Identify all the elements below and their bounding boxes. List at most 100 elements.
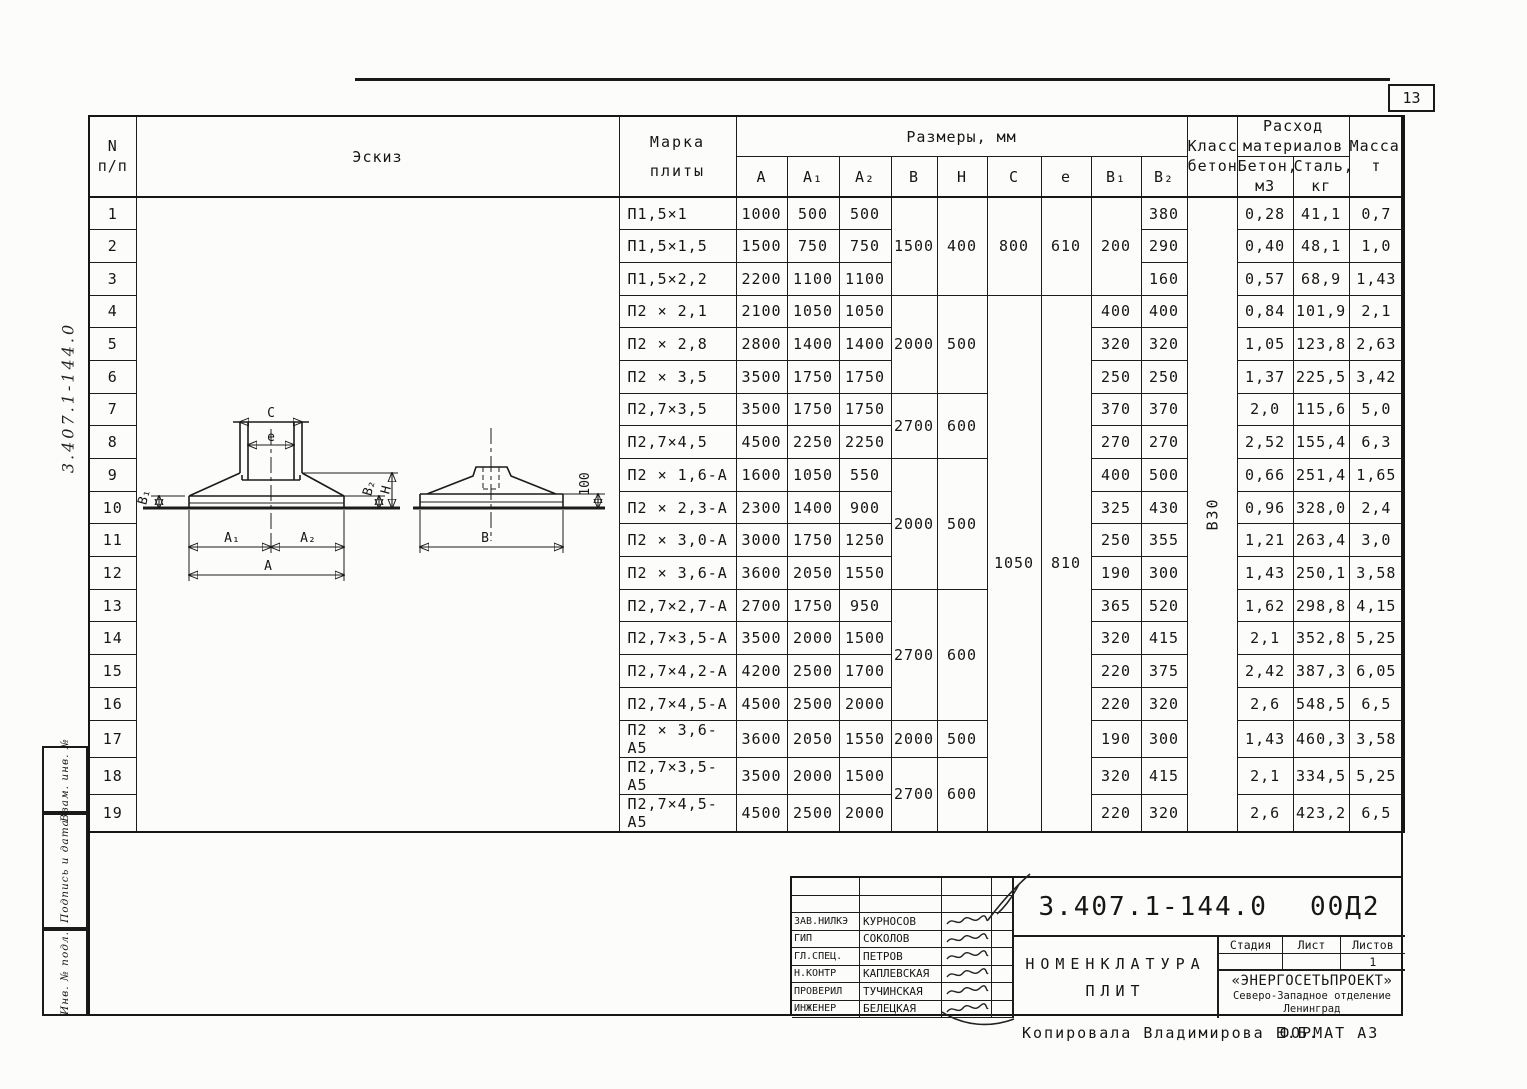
stage-sheet-section: Стадия Лист Листов 1 «ЭНЕРГОСЕТЬПРОЕКТ» … (1217, 937, 1405, 1018)
table-row: 12 П2 × 3,6-А 3600 2050 1550 190 300 1,43 250,1 3… (88, 556, 1405, 590)
margin-box-vzam-label: Взам. инв. № (59, 737, 71, 822)
table-cell: 5,25 (1348, 621, 1405, 656)
table-cell: 0,7 (1348, 196, 1405, 231)
table-cell: 220 (1090, 793, 1142, 832)
signature-date-cell (992, 966, 1012, 983)
table-cell: 1050 (786, 294, 840, 329)
signature-scribble-cell (942, 965, 992, 983)
table-cell: 1500 (838, 621, 892, 656)
table-row: 1 П1,5×1 1000 500 500 1500 400 800 610 200 380 В30 0… (88, 196, 1405, 832)
document-title-box: НОМЕНКЛАТУРА ПЛИТ (1012, 937, 1217, 1018)
signatory-role: Н.контр (792, 965, 860, 983)
row-number: 9 (88, 458, 137, 492)
table-row: 11 П2 × 3,0-А 3000 1750 1250 250 355 1,21 263,4 3… (88, 523, 1405, 558)
table-cell: 1,43 (1236, 556, 1294, 590)
table-cell: 1500 (735, 229, 788, 263)
signature-date-cell (992, 931, 1012, 948)
table-cell: 220 (1090, 654, 1142, 688)
table-cell: 1,65 (1348, 458, 1405, 492)
signature-scribble-cell (942, 930, 992, 948)
table-row: 10 П2 × 2,3-А 2300 1400 900 325 430 0,96 328,0 2,… (88, 490, 1405, 525)
signatory-name: Тучинская (860, 983, 942, 1001)
table-cell: 155,4 (1292, 425, 1350, 459)
document-title-line1: НОМЕНКЛАТУРА (1025, 955, 1206, 973)
table-cell: 6,5 (1348, 686, 1405, 721)
margin-box-vzam: Взам. инв. № (42, 738, 88, 821)
margin-box-podpis: Подпись и дата (42, 813, 88, 929)
table-row: 7 П2,7×3,5 3500 1750 1750 2700 600 370 370 2,0 115… (88, 392, 1405, 460)
table-cell: 423,2 (1292, 793, 1350, 832)
sketch-cell (135, 196, 620, 832)
organization-city: Ленинград (1283, 1003, 1341, 1016)
table-cell: 290 (1140, 229, 1188, 263)
table-cell: 0,28 (1236, 196, 1294, 231)
header-consumption-line1: Расход (1263, 117, 1324, 135)
table-cell: 2800 (735, 327, 788, 361)
organization-box: «ЭНЕРГОСЕТЬПРОЕКТ» Северо-Западное отдел… (1219, 970, 1405, 1018)
format-note: ФОРМАТ А3 (1280, 1024, 1380, 1042)
label-A2: А₂ (300, 531, 316, 546)
table-cell: 68,9 (1292, 261, 1350, 296)
table-cell: 1500 (838, 756, 892, 795)
plate-mark-cell: П1,5×1 (618, 196, 737, 231)
table-cell: 263,4 (1292, 523, 1350, 558)
page-number-box: 13 (1388, 84, 1435, 112)
table-cell: 500 (936, 719, 988, 758)
header-concrete-class: Класс бетона (1186, 115, 1238, 198)
table-cell: 810 (1040, 294, 1092, 833)
table-cell: 6,3 (1348, 425, 1405, 459)
table-cell: 548,5 (1292, 686, 1350, 721)
table-cell: 400 (1140, 294, 1188, 329)
header-col-H: Н (936, 156, 988, 198)
table-cell: 2000 (838, 686, 892, 721)
label-C: С (267, 406, 275, 421)
table-cell: 1400 (786, 327, 840, 361)
table-cell: 4500 (735, 425, 788, 459)
table-cell: 2000 (838, 793, 892, 832)
header-stal-line1: Сталь, (1293, 157, 1350, 175)
stage-label: Стадия (1219, 937, 1284, 954)
table-cell: 2,63 (1348, 327, 1405, 361)
table-cell: 500 (838, 196, 892, 231)
plate-mark-cell: П2 × 3,6-А (618, 556, 737, 590)
signatory-name: Петров (860, 948, 942, 966)
signature-scribble-cell (942, 948, 992, 966)
signature-row: ГИП Соколов (792, 930, 1012, 948)
signature-row: Проверил Тучинская (792, 983, 1012, 1001)
table-cell: 1,37 (1236, 359, 1294, 394)
signatory-role: Проверил (792, 983, 860, 1001)
table-cell: 0,96 (1236, 490, 1294, 525)
table-cell: 0,84 (1236, 294, 1294, 329)
row-number: 2 (88, 229, 137, 263)
header-mass-line1: Масса, (1349, 137, 1405, 155)
row-number: 17 (88, 719, 137, 758)
table-row: 14 П2,7×3,5-А 3500 2000 1500 320 415 2,1 352,8 5,… (88, 621, 1405, 656)
plate-mark-cell: П2,7×4,5 (618, 425, 737, 459)
table-cell: 750 (786, 229, 840, 263)
table-row: 13 П2,7×2,7-А 2700 1750 950 2700 600 365 520 1,62… (88, 588, 1405, 721)
table-cell: 320 (1140, 686, 1188, 721)
signature-section: Зав.НИЛКЭ Курносов ГИП Соколов Гл.спец. Петро… (792, 878, 1012, 1018)
table-cell: 2700 (890, 756, 938, 832)
table-row: 15 П2,7×4,2-А 4200 2500 1700 220 375 2,42 387,3 6… (88, 654, 1405, 688)
header-col-B1: В₁ (1090, 156, 1142, 198)
table-cell: 415 (1140, 621, 1188, 656)
sheet-top-rule (355, 78, 1390, 81)
margin-box-inv-label: Инв. № подл. (59, 930, 71, 1015)
row-number: 13 (88, 588, 137, 623)
plate-mark-cell: П2 × 2,3-А (618, 490, 737, 525)
table-cell: 1100 (786, 261, 840, 296)
table-cell: 1750 (838, 359, 892, 394)
table-cell: 1550 (838, 556, 892, 590)
table-cell: 400 (1090, 294, 1142, 329)
table-cell: 328,0 (1292, 490, 1350, 525)
plate-mark-cell: П1,5×2,2 (618, 261, 737, 296)
table-cell: 500 (1140, 458, 1188, 492)
table-cell: 250,1 (1292, 556, 1350, 590)
table-cell: 600 (936, 392, 988, 460)
empty-cell (942, 878, 992, 896)
table-cell: 1750 (838, 392, 892, 427)
organization-branch: Северо-Западное отделение (1232, 990, 1392, 1003)
table-cell: 900 (838, 490, 892, 525)
